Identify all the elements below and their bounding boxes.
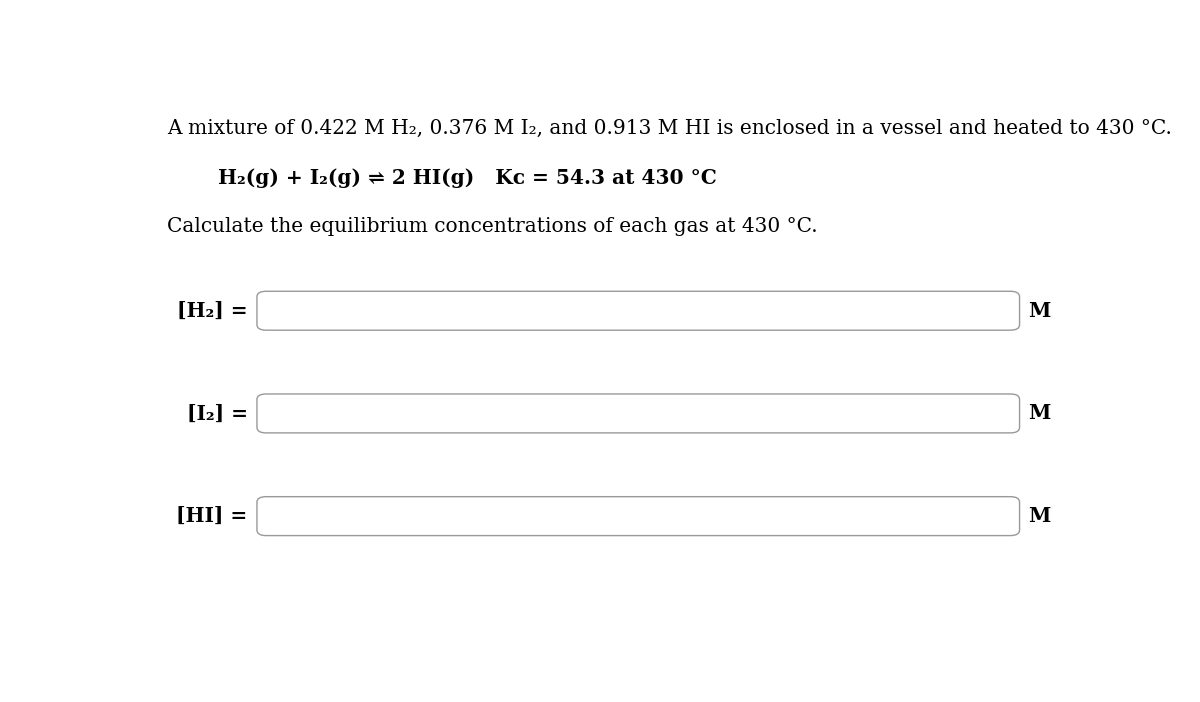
Text: H₂(g) + I₂(g) ⇌ 2 HI(g)   Kᴄ = 54.3 at 430 °C: H₂(g) + I₂(g) ⇌ 2 HI(g) Kᴄ = 54.3 at 430… — [218, 168, 716, 188]
Text: [H₂] =: [H₂] = — [178, 300, 247, 321]
Text: A mixture of 0.422 M H₂, 0.376 M I₂, and 0.913 M HI is enclosed in a vessel and : A mixture of 0.422 M H₂, 0.376 M I₂, and… — [167, 119, 1171, 138]
Text: M: M — [1028, 506, 1050, 526]
FancyBboxPatch shape — [257, 497, 1020, 536]
FancyBboxPatch shape — [257, 394, 1020, 433]
Text: [HI] =: [HI] = — [176, 506, 247, 526]
Text: Calculate the equilibrium concentrations of each gas at 430 °C.: Calculate the equilibrium concentrations… — [167, 217, 817, 236]
Text: M: M — [1028, 404, 1050, 423]
Text: [I₂] =: [I₂] = — [187, 404, 247, 423]
FancyBboxPatch shape — [257, 291, 1020, 330]
Text: M: M — [1028, 300, 1050, 321]
